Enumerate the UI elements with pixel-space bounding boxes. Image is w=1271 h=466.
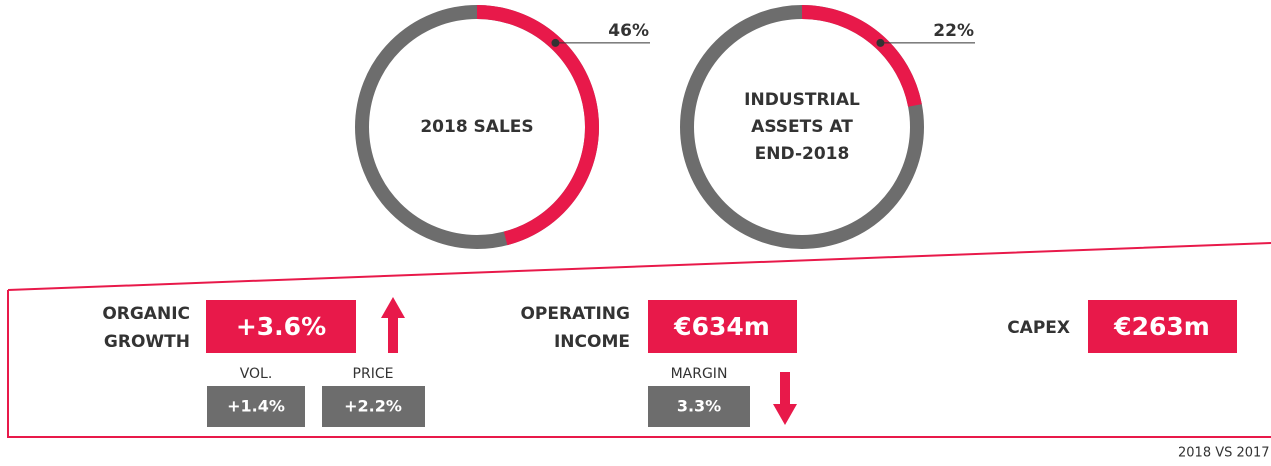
sub-label: MARGIN: [671, 366, 728, 382]
sub-label: PRICE: [353, 366, 394, 382]
donut-arc: [476, 5, 599, 246]
donut-value: 22%: [933, 21, 974, 41]
donut-arc: [801, 5, 922, 107]
kpi-box: [206, 300, 356, 353]
kpi-label: OPERATING: [520, 304, 630, 324]
sub-box: [648, 386, 750, 427]
kpi-value: €634m: [673, 312, 770, 341]
donut-title: END-2018: [755, 144, 850, 164]
down-arrow: [773, 372, 797, 425]
footnote: 2018 VS 2017: [1178, 446, 1270, 461]
sub-box: [207, 386, 305, 427]
donut-title: ASSETS AT: [751, 117, 853, 137]
kpi-value: €263m: [1113, 312, 1210, 341]
kpi-value: +3.6%: [236, 312, 326, 341]
panel-border: [7, 242, 1271, 438]
sub-value: +1.4%: [227, 397, 285, 416]
up-arrow: [381, 297, 405, 353]
kpi-label: GROWTH: [104, 332, 190, 352]
kpi-label: CAPEX: [1007, 318, 1070, 338]
kpi-box: [648, 300, 797, 353]
donut-title: 2018 SALES: [420, 117, 533, 137]
kpi-label: INCOME: [554, 332, 630, 352]
leader-dot: [876, 38, 885, 47]
kpi-label: ORGANIC: [102, 304, 190, 324]
leader-dot: [551, 38, 560, 47]
sub-value: 3.3%: [677, 397, 721, 416]
donut-value: 46%: [608, 21, 649, 41]
sub-value: +2.2%: [344, 397, 402, 416]
donut-title: INDUSTRIAL: [744, 90, 860, 110]
sub-box: [322, 386, 425, 427]
kpi-box: [1088, 300, 1237, 353]
sub-label: VOL.: [240, 366, 273, 382]
